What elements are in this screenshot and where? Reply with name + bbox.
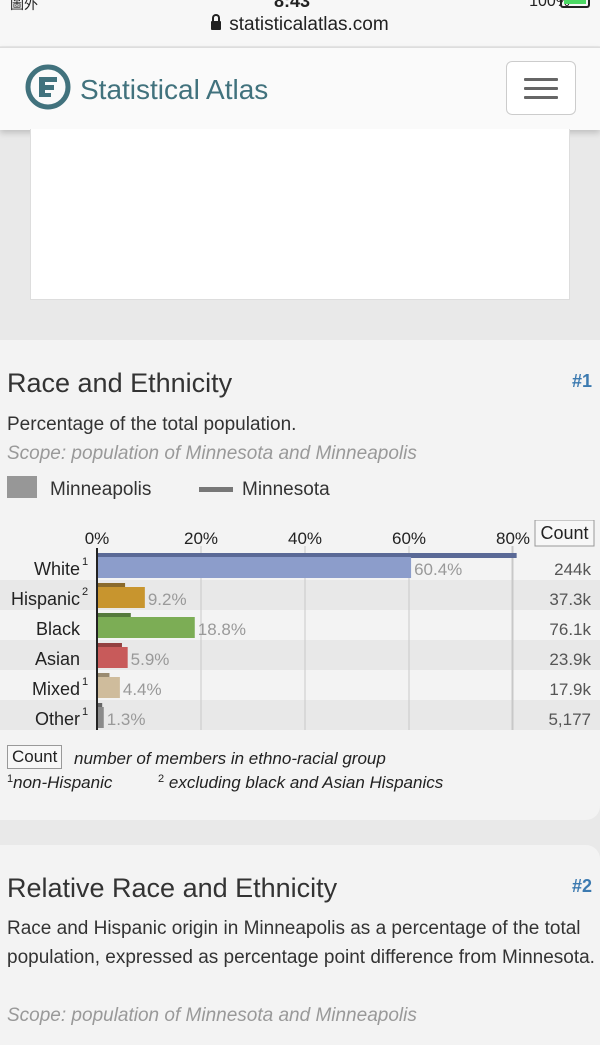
category-label: White (34, 559, 80, 579)
section-scope-2: Scope: population of Minnesota and Minne… (7, 1005, 417, 1026)
legend-swatch-minneapolis (7, 476, 37, 498)
count-legend-text: number of members in ethno-racial group (74, 749, 386, 768)
bar-minnesota (97, 613, 131, 618)
count-value: 244k (554, 560, 591, 579)
bar-minneapolis (97, 647, 128, 668)
section-anchor-link-2[interactable]: #2 (571, 876, 592, 896)
chart-tick-label: 20% (184, 529, 218, 548)
count-value: 17.9k (549, 680, 591, 699)
hamburger-icon (524, 78, 558, 81)
section-anchor-link[interactable]: #1 (571, 371, 592, 391)
count-legend-box: Count (7, 745, 63, 769)
footnote-2: 2 excluding black and Asian Hispanics (158, 773, 444, 792)
category-footnote-mark: 2 (82, 586, 88, 598)
category-footnote-mark: 1 (82, 676, 88, 688)
legend-label-minneapolis: Minneapolis (50, 479, 152, 500)
bar-value-label: 5.9% (131, 650, 170, 669)
chart-tick-label: 0% (85, 529, 110, 548)
category-label: Black (36, 619, 81, 639)
section-scope: Scope: population of Minnesota and Minne… (7, 443, 417, 464)
bar-value-label: 60.4% (414, 560, 462, 579)
section-title-2: Relative Race and Ethnicity (7, 873, 338, 903)
clock: 8:43 (274, 0, 311, 11)
bar-minnesota (97, 643, 122, 648)
footnote-1: 1non-Hispanic (7, 773, 113, 792)
bar-value-label: 9.2% (148, 590, 187, 609)
bar-minnesota (97, 553, 517, 558)
chart-tick-label: 80% (496, 529, 530, 548)
status-bar: 圖外 8:43 100% statisticalatlas.com (0, 0, 600, 46)
count-header-box (534, 520, 595, 547)
lock-icon (211, 14, 222, 30)
chart-row-stripe (0, 700, 600, 730)
relative-race-card (0, 845, 600, 1045)
previous-section-card (30, 129, 570, 300)
address-bar[interactable]: statisticalatlas.com (0, 14, 600, 36)
bar-value-label: 1.3% (107, 710, 146, 729)
count-value: 23.9k (549, 650, 591, 669)
menu-button[interactable] (506, 61, 576, 115)
category-label: Mixed (32, 679, 80, 699)
chart-tick-label: 60% (392, 529, 426, 548)
carrier-label: 圖外 (10, 0, 38, 12)
battery-percent: 100% (529, 0, 570, 10)
category-footnote-mark: 1 (82, 706, 88, 718)
chart-row-stripe (0, 580, 600, 610)
url-text: statisticalatlas.com (229, 14, 389, 35)
logo-icon[interactable] (25, 64, 71, 110)
category-footnote-mark: 1 (82, 556, 88, 568)
category-label: Asian (35, 649, 80, 669)
bar-minneapolis (97, 587, 145, 608)
chart-tick-label: 40% (288, 529, 322, 548)
count-value: 5,177 (548, 710, 591, 729)
section-description: Percentage of the total population. (7, 414, 297, 435)
battery-icon (560, 0, 590, 8)
chart-row-stripe (0, 640, 600, 670)
legend-label-minnesota: Minnesota (242, 479, 330, 500)
brand-name[interactable]: Statistical Atlas (80, 74, 269, 105)
bar-minneapolis (97, 617, 195, 638)
bar-minnesota (97, 583, 126, 588)
bar-minneapolis (97, 677, 120, 698)
bar-minnesota (97, 703, 103, 708)
bar-value-label: 18.8% (198, 620, 246, 639)
site-header: Statistical Atlas (0, 47, 600, 130)
category-label: Other (35, 709, 80, 729)
count-value: 37.3k (549, 590, 591, 609)
legend-line-minnesota (199, 487, 233, 492)
category-label: Hispanic (11, 589, 80, 609)
count-value: 76.1k (549, 620, 591, 639)
bar-minneapolis (97, 557, 412, 578)
section-description-2: Race and Hispanic origin in Minneapolis … (7, 918, 595, 968)
section-title: Race and Ethnicity (7, 368, 233, 398)
bar-minneapolis (97, 707, 104, 728)
count-header-label: Count (540, 523, 588, 543)
bar-minnesota (97, 673, 110, 678)
bar-value-label: 4.4% (123, 680, 162, 699)
